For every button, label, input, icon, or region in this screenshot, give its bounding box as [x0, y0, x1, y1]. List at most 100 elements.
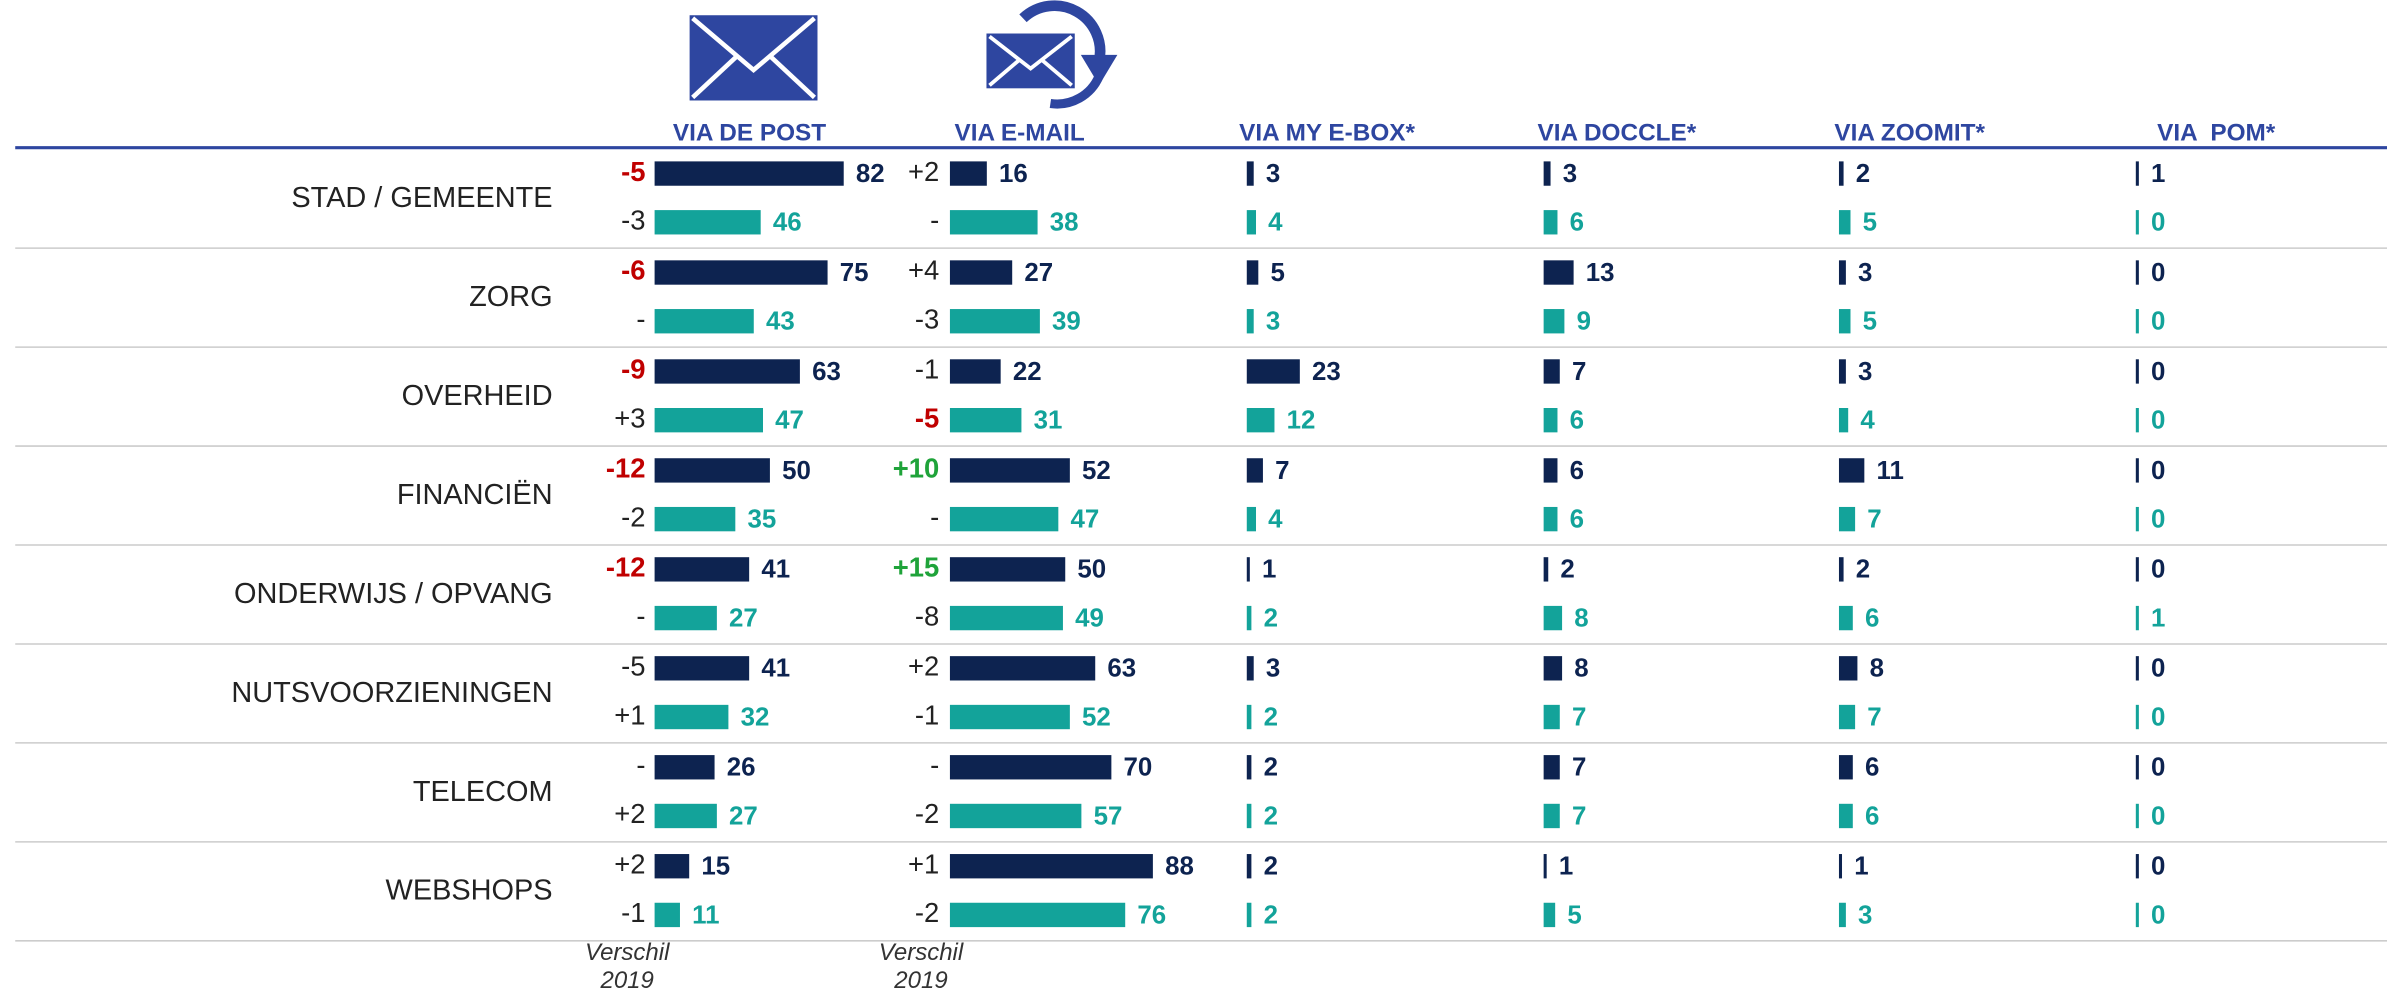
value-label: 7 [1275, 457, 1289, 485]
value-label: 0 [2151, 556, 2165, 584]
bar [949, 656, 1096, 681]
bar [654, 309, 754, 334]
bar [1838, 605, 1853, 631]
value-label: 2 [1560, 556, 1574, 584]
value-label: 38 [1050, 209, 1079, 237]
bar [1543, 902, 1556, 928]
value-label: 5 [1863, 209, 1877, 237]
value-label: 0 [2151, 853, 2165, 881]
bar [949, 704, 1070, 730]
diff-label: - [636, 600, 645, 631]
value-label: 3 [1266, 160, 1280, 188]
bar [1838, 458, 1865, 483]
bar [1246, 704, 1252, 730]
column-header: VIA DOCCLE* [1538, 119, 1697, 146]
bar [1838, 755, 1853, 780]
bar [1543, 704, 1560, 730]
value-label: 3 [1858, 259, 1872, 287]
value-label: 7 [1572, 703, 1586, 731]
bar [1838, 260, 1846, 285]
diff-label: +4 [908, 255, 939, 286]
value-label: 1 [2151, 604, 2165, 632]
bar [654, 260, 828, 285]
bar [1838, 656, 1858, 681]
value-label: 0 [2151, 802, 2165, 830]
bar [1838, 161, 1844, 186]
value-label: 13 [1586, 259, 1615, 287]
value-label: 0 [2151, 407, 2165, 435]
bar [654, 161, 844, 186]
diff-label: -1 [621, 897, 645, 928]
diff-label: -3 [915, 303, 939, 334]
value-label: 4 [1268, 209, 1283, 237]
bar [1838, 704, 1856, 730]
diff-label: - [636, 750, 645, 781]
value-label: 50 [1077, 556, 1106, 584]
value-label: 7 [1867, 703, 1881, 731]
bar [2135, 506, 2139, 532]
diff-label: +2 [614, 798, 645, 829]
value-label: 6 [1865, 754, 1879, 782]
value-label: 9 [1577, 308, 1591, 336]
bar [2135, 656, 2139, 681]
bar [654, 803, 717, 829]
value-label: 4 [1860, 407, 1875, 435]
bar [949, 902, 1126, 928]
bar [1543, 605, 1563, 631]
bar [2135, 704, 2139, 730]
diff-label: - [930, 501, 939, 532]
bar [949, 359, 1001, 384]
bar [1543, 407, 1558, 433]
bar [1543, 755, 1560, 780]
bar [949, 161, 987, 186]
bar [949, 260, 1013, 285]
value-label: 0 [2151, 754, 2165, 782]
diff-label: +1 [908, 848, 939, 879]
bar [1246, 755, 1252, 780]
diff-label: -1 [915, 699, 939, 730]
value-label: 6 [1865, 802, 1879, 830]
bar [1543, 359, 1560, 384]
value-label: 82 [856, 160, 885, 188]
diff-label: - [930, 205, 939, 236]
category-label: OVERHEID [402, 380, 553, 412]
value-label: 26 [727, 754, 756, 782]
bar [1246, 458, 1263, 483]
value-label: 0 [2151, 457, 2165, 485]
bar [949, 605, 1063, 631]
diff-label: -12 [606, 552, 646, 583]
bar [2135, 458, 2139, 483]
value-label: 1 [1854, 853, 1868, 881]
value-label: 32 [741, 703, 770, 731]
diff-label: -2 [915, 897, 939, 928]
bar [1543, 309, 1565, 334]
diff-label: +3 [614, 402, 645, 433]
value-label: 63 [1107, 655, 1136, 683]
diff-label: -2 [621, 501, 645, 532]
bar [1246, 854, 1252, 879]
value-label: 35 [747, 505, 776, 533]
bar [654, 458, 770, 483]
value-label: 2 [1856, 160, 1870, 188]
category-label: ZORG [469, 281, 553, 313]
bar [654, 755, 715, 780]
category-label: ONDERWIJS / OPVANG [234, 578, 553, 610]
bar [1838, 557, 1844, 582]
diff-label: - [636, 303, 645, 334]
bar [2135, 210, 2139, 235]
diff-label: +10 [893, 453, 939, 484]
category-label: NUTSVOORZIENINGEN [231, 677, 552, 709]
value-label: 1 [1262, 556, 1276, 584]
value-label: 1 [1559, 853, 1573, 881]
value-label: 2 [1264, 604, 1278, 632]
bar [1246, 161, 1254, 186]
bar [2135, 803, 2139, 829]
category-label: FINANCIËN [397, 479, 553, 511]
bar [2135, 309, 2139, 334]
bar [1246, 803, 1252, 829]
diff-label: - [930, 750, 939, 781]
diff-label: +2 [908, 156, 939, 187]
bar [1838, 803, 1853, 829]
